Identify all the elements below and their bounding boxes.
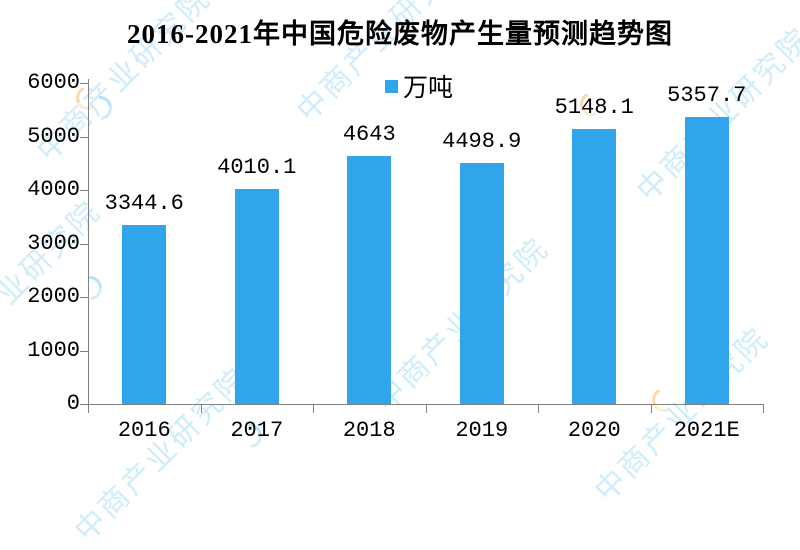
y-axis-tick xyxy=(80,136,88,138)
plot-area: 0 1000 2000 3000 4000 5000 6000 3344.6 2016 4010.… xyxy=(27,70,764,443)
y-axis-tick xyxy=(80,404,88,405)
x-tick-label: 2019 xyxy=(455,418,509,443)
y-axis-tick xyxy=(80,297,88,298)
x-tick-label: 2017 xyxy=(230,418,284,443)
y-tick-label: 2000 xyxy=(27,284,80,309)
legend-swatch-icon xyxy=(385,79,398,93)
y-axis-tick xyxy=(80,83,88,84)
bar-value-label: 4643 xyxy=(342,121,396,147)
chart-title: 2016-2021年中国危险废物产生量预测趋势图 xyxy=(127,19,673,49)
x-tick-label: 2018 xyxy=(342,418,396,443)
y-tick-label: 4000 xyxy=(27,177,80,202)
y-tick-label: 5000 xyxy=(27,123,80,149)
y-tick-label: 6000 xyxy=(27,70,80,95)
x-axis-tick xyxy=(763,404,764,413)
bar-value-label: 4498.9 xyxy=(442,129,522,155)
bar xyxy=(684,117,729,404)
x-axis-tick xyxy=(200,404,202,413)
y-tick-label: 0 xyxy=(66,391,80,416)
bar-value-label: 5148.1 xyxy=(554,94,634,120)
x-axis-tick xyxy=(538,404,539,413)
bar-value-label: 5357.7 xyxy=(667,83,747,109)
bar-value-label: 4010.1 xyxy=(217,155,297,181)
y-axis-line xyxy=(88,79,89,404)
y-axis-tick xyxy=(80,190,88,191)
legend-label: 万吨 xyxy=(403,75,454,102)
y-tick-label: 1000 xyxy=(27,337,80,363)
x-tick-label: 2016 xyxy=(117,418,171,443)
bar xyxy=(459,163,504,404)
x-tick-label: 2020 xyxy=(567,418,621,443)
y-axis-tick xyxy=(80,243,88,245)
x-axis-tick xyxy=(313,404,314,413)
x-axis-tick xyxy=(425,404,427,413)
bar xyxy=(572,128,617,404)
y-tick-label: 3000 xyxy=(27,230,80,256)
bar-value-label: 3344.6 xyxy=(104,191,184,217)
bar xyxy=(234,189,279,404)
legend: 万吨 xyxy=(385,68,453,104)
bar xyxy=(122,225,167,404)
x-axis-tick xyxy=(88,404,89,413)
y-axis-tick xyxy=(80,350,88,352)
x-tick-label: 2021E xyxy=(673,418,740,443)
bar xyxy=(347,155,392,404)
x-axis-tick xyxy=(650,404,652,413)
